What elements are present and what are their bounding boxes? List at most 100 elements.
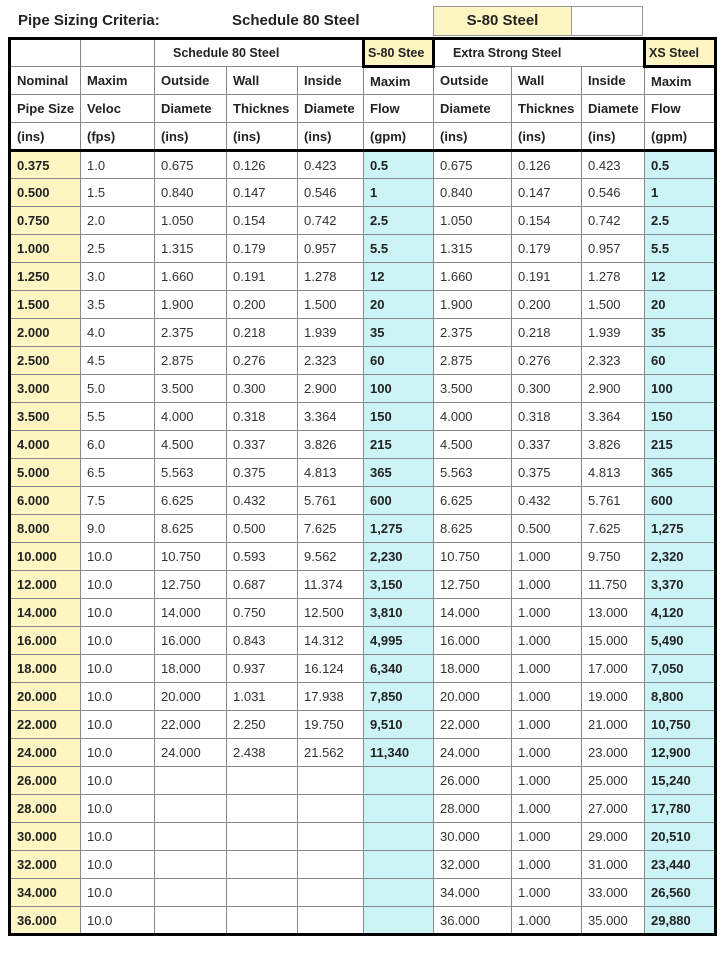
column-header[interactable]: Inside bbox=[297, 66, 364, 95]
table-cell[interactable]: 1.900 bbox=[433, 290, 512, 319]
table-cell[interactable]: 1.000 bbox=[511, 626, 582, 655]
table-cell[interactable]: 0.742 bbox=[297, 206, 364, 235]
column-header[interactable]: (ins) bbox=[226, 122, 298, 152]
table-cell[interactable]: 2.375 bbox=[154, 318, 227, 347]
table-cell[interactable]: 5.761 bbox=[581, 486, 645, 515]
table-cell[interactable]: 10.750 bbox=[433, 542, 512, 571]
table-cell[interactable]: 35 bbox=[644, 318, 716, 347]
table-cell[interactable]: 0.179 bbox=[511, 234, 582, 263]
column-header[interactable]: Outside bbox=[154, 66, 227, 95]
table-cell[interactable]: 0.750 bbox=[226, 598, 298, 627]
table-cell[interactable]: 0.742 bbox=[581, 206, 645, 235]
table-cell[interactable]: 10.0 bbox=[80, 906, 155, 935]
column-header[interactable]: Thicknes bbox=[511, 94, 582, 123]
table-cell[interactable]: 5.5 bbox=[644, 234, 716, 263]
table-cell[interactable]: 10.0 bbox=[80, 878, 155, 907]
table-cell[interactable]: 1.000 bbox=[511, 878, 582, 907]
table-cell[interactable]: 1.900 bbox=[154, 290, 227, 319]
column-header[interactable]: (ins) bbox=[9, 122, 81, 152]
table-cell[interactable]: 0.276 bbox=[511, 346, 582, 375]
table-cell[interactable]: 1.250 bbox=[9, 262, 81, 291]
table-cell[interactable]: 18.000 bbox=[9, 654, 81, 683]
table-cell[interactable]: 18.000 bbox=[433, 654, 512, 683]
table-cell[interactable]: 10.0 bbox=[80, 794, 155, 823]
table-cell[interactable]: 0.191 bbox=[226, 262, 298, 291]
table-cell[interactable]: 1.500 bbox=[9, 290, 81, 319]
column-header[interactable]: Wall bbox=[226, 66, 298, 95]
table-cell[interactable] bbox=[226, 850, 298, 879]
table-cell[interactable]: 22.000 bbox=[9, 710, 81, 739]
table-cell[interactable]: 4.0 bbox=[80, 318, 155, 347]
table-cell[interactable]: 19.750 bbox=[297, 710, 364, 739]
table-cell[interactable]: 10.0 bbox=[80, 598, 155, 627]
table-cell[interactable]: 6,340 bbox=[363, 654, 434, 683]
column-header[interactable]: (ins) bbox=[511, 122, 582, 152]
table-cell[interactable]: 1.000 bbox=[511, 738, 582, 767]
table-cell[interactable]: 5.563 bbox=[433, 458, 512, 487]
table-cell[interactable]: 0.675 bbox=[154, 150, 227, 179]
table-cell[interactable]: 13.000 bbox=[581, 598, 645, 627]
table-cell[interactable]: 215 bbox=[363, 430, 434, 459]
table-cell[interactable]: 0.126 bbox=[511, 150, 582, 179]
table-cell[interactable]: 14.000 bbox=[433, 598, 512, 627]
table-cell[interactable]: 24.000 bbox=[9, 738, 81, 767]
table-cell[interactable]: 10.0 bbox=[80, 682, 155, 711]
column-header[interactable]: Diamete bbox=[154, 94, 227, 123]
table-cell[interactable]: 1.000 bbox=[511, 906, 582, 935]
table-cell[interactable]: 4.500 bbox=[154, 430, 227, 459]
table-cell[interactable]: 20.000 bbox=[433, 682, 512, 711]
column-header[interactable]: Veloc bbox=[80, 94, 155, 123]
table-cell[interactable] bbox=[297, 766, 364, 795]
table-cell[interactable]: 6.0 bbox=[80, 430, 155, 459]
table-cell[interactable] bbox=[226, 766, 298, 795]
table-cell[interactable]: 0.200 bbox=[511, 290, 582, 319]
table-cell[interactable] bbox=[363, 906, 434, 935]
table-cell[interactable]: 0.337 bbox=[226, 430, 298, 459]
table-cell[interactable]: 1.050 bbox=[154, 206, 227, 235]
table-cell[interactable]: 17.938 bbox=[297, 682, 364, 711]
table-cell[interactable]: 8.000 bbox=[9, 514, 81, 543]
table-cell[interactable]: 2.5 bbox=[644, 206, 716, 235]
table-cell[interactable]: 1.0 bbox=[80, 150, 155, 179]
table-cell[interactable] bbox=[226, 906, 298, 935]
table-cell[interactable]: 0.500 bbox=[226, 514, 298, 543]
table-cell[interactable] bbox=[226, 794, 298, 823]
table-cell[interactable]: 0.147 bbox=[226, 178, 298, 207]
table-cell[interactable]: 2.875 bbox=[154, 346, 227, 375]
table-cell[interactable]: 0.843 bbox=[226, 626, 298, 655]
column-header[interactable]: Nominal bbox=[9, 66, 81, 95]
table-cell[interactable]: 2.000 bbox=[9, 318, 81, 347]
table-cell[interactable]: 5,490 bbox=[644, 626, 716, 655]
table-cell[interactable] bbox=[297, 850, 364, 879]
group-schedule-80[interactable]: Schedule 80 Steel bbox=[154, 38, 364, 67]
table-cell[interactable]: 1 bbox=[644, 178, 716, 207]
table-cell[interactable]: 9.750 bbox=[581, 542, 645, 571]
table-cell[interactable]: 34.000 bbox=[433, 878, 512, 907]
table-cell[interactable]: 5.5 bbox=[80, 402, 155, 431]
column-header[interactable]: Outside bbox=[433, 66, 512, 95]
table-cell[interactable]: 100 bbox=[363, 374, 434, 403]
table-cell[interactable]: 0.191 bbox=[511, 262, 582, 291]
table-cell[interactable]: 1.278 bbox=[581, 262, 645, 291]
table-cell[interactable]: 0.423 bbox=[581, 150, 645, 179]
table-cell[interactable]: 0.126 bbox=[226, 150, 298, 179]
table-cell[interactable]: 12.000 bbox=[9, 570, 81, 599]
table-cell[interactable]: 100 bbox=[644, 374, 716, 403]
table-cell[interactable]: 20 bbox=[644, 290, 716, 319]
table-cell[interactable]: 10.0 bbox=[80, 626, 155, 655]
table-cell[interactable]: 0.337 bbox=[511, 430, 582, 459]
table-cell[interactable]: 1.278 bbox=[297, 262, 364, 291]
group-xs-flow[interactable]: XS Steel bbox=[643, 37, 717, 68]
table-cell[interactable]: 2.323 bbox=[297, 346, 364, 375]
table-cell[interactable]: 9.562 bbox=[297, 542, 364, 571]
table-cell[interactable]: 215 bbox=[644, 430, 716, 459]
table-cell[interactable]: 0.300 bbox=[511, 374, 582, 403]
table-cell[interactable]: 1.000 bbox=[511, 822, 582, 851]
table-cell[interactable]: 0.500 bbox=[511, 514, 582, 543]
table-cell[interactable] bbox=[297, 822, 364, 851]
column-header[interactable]: (ins) bbox=[581, 122, 645, 152]
table-cell[interactable]: 1.315 bbox=[433, 234, 512, 263]
table-cell[interactable]: 1.000 bbox=[511, 654, 582, 683]
table-cell[interactable]: 1,275 bbox=[363, 514, 434, 543]
table-cell[interactable]: 8.625 bbox=[154, 514, 227, 543]
